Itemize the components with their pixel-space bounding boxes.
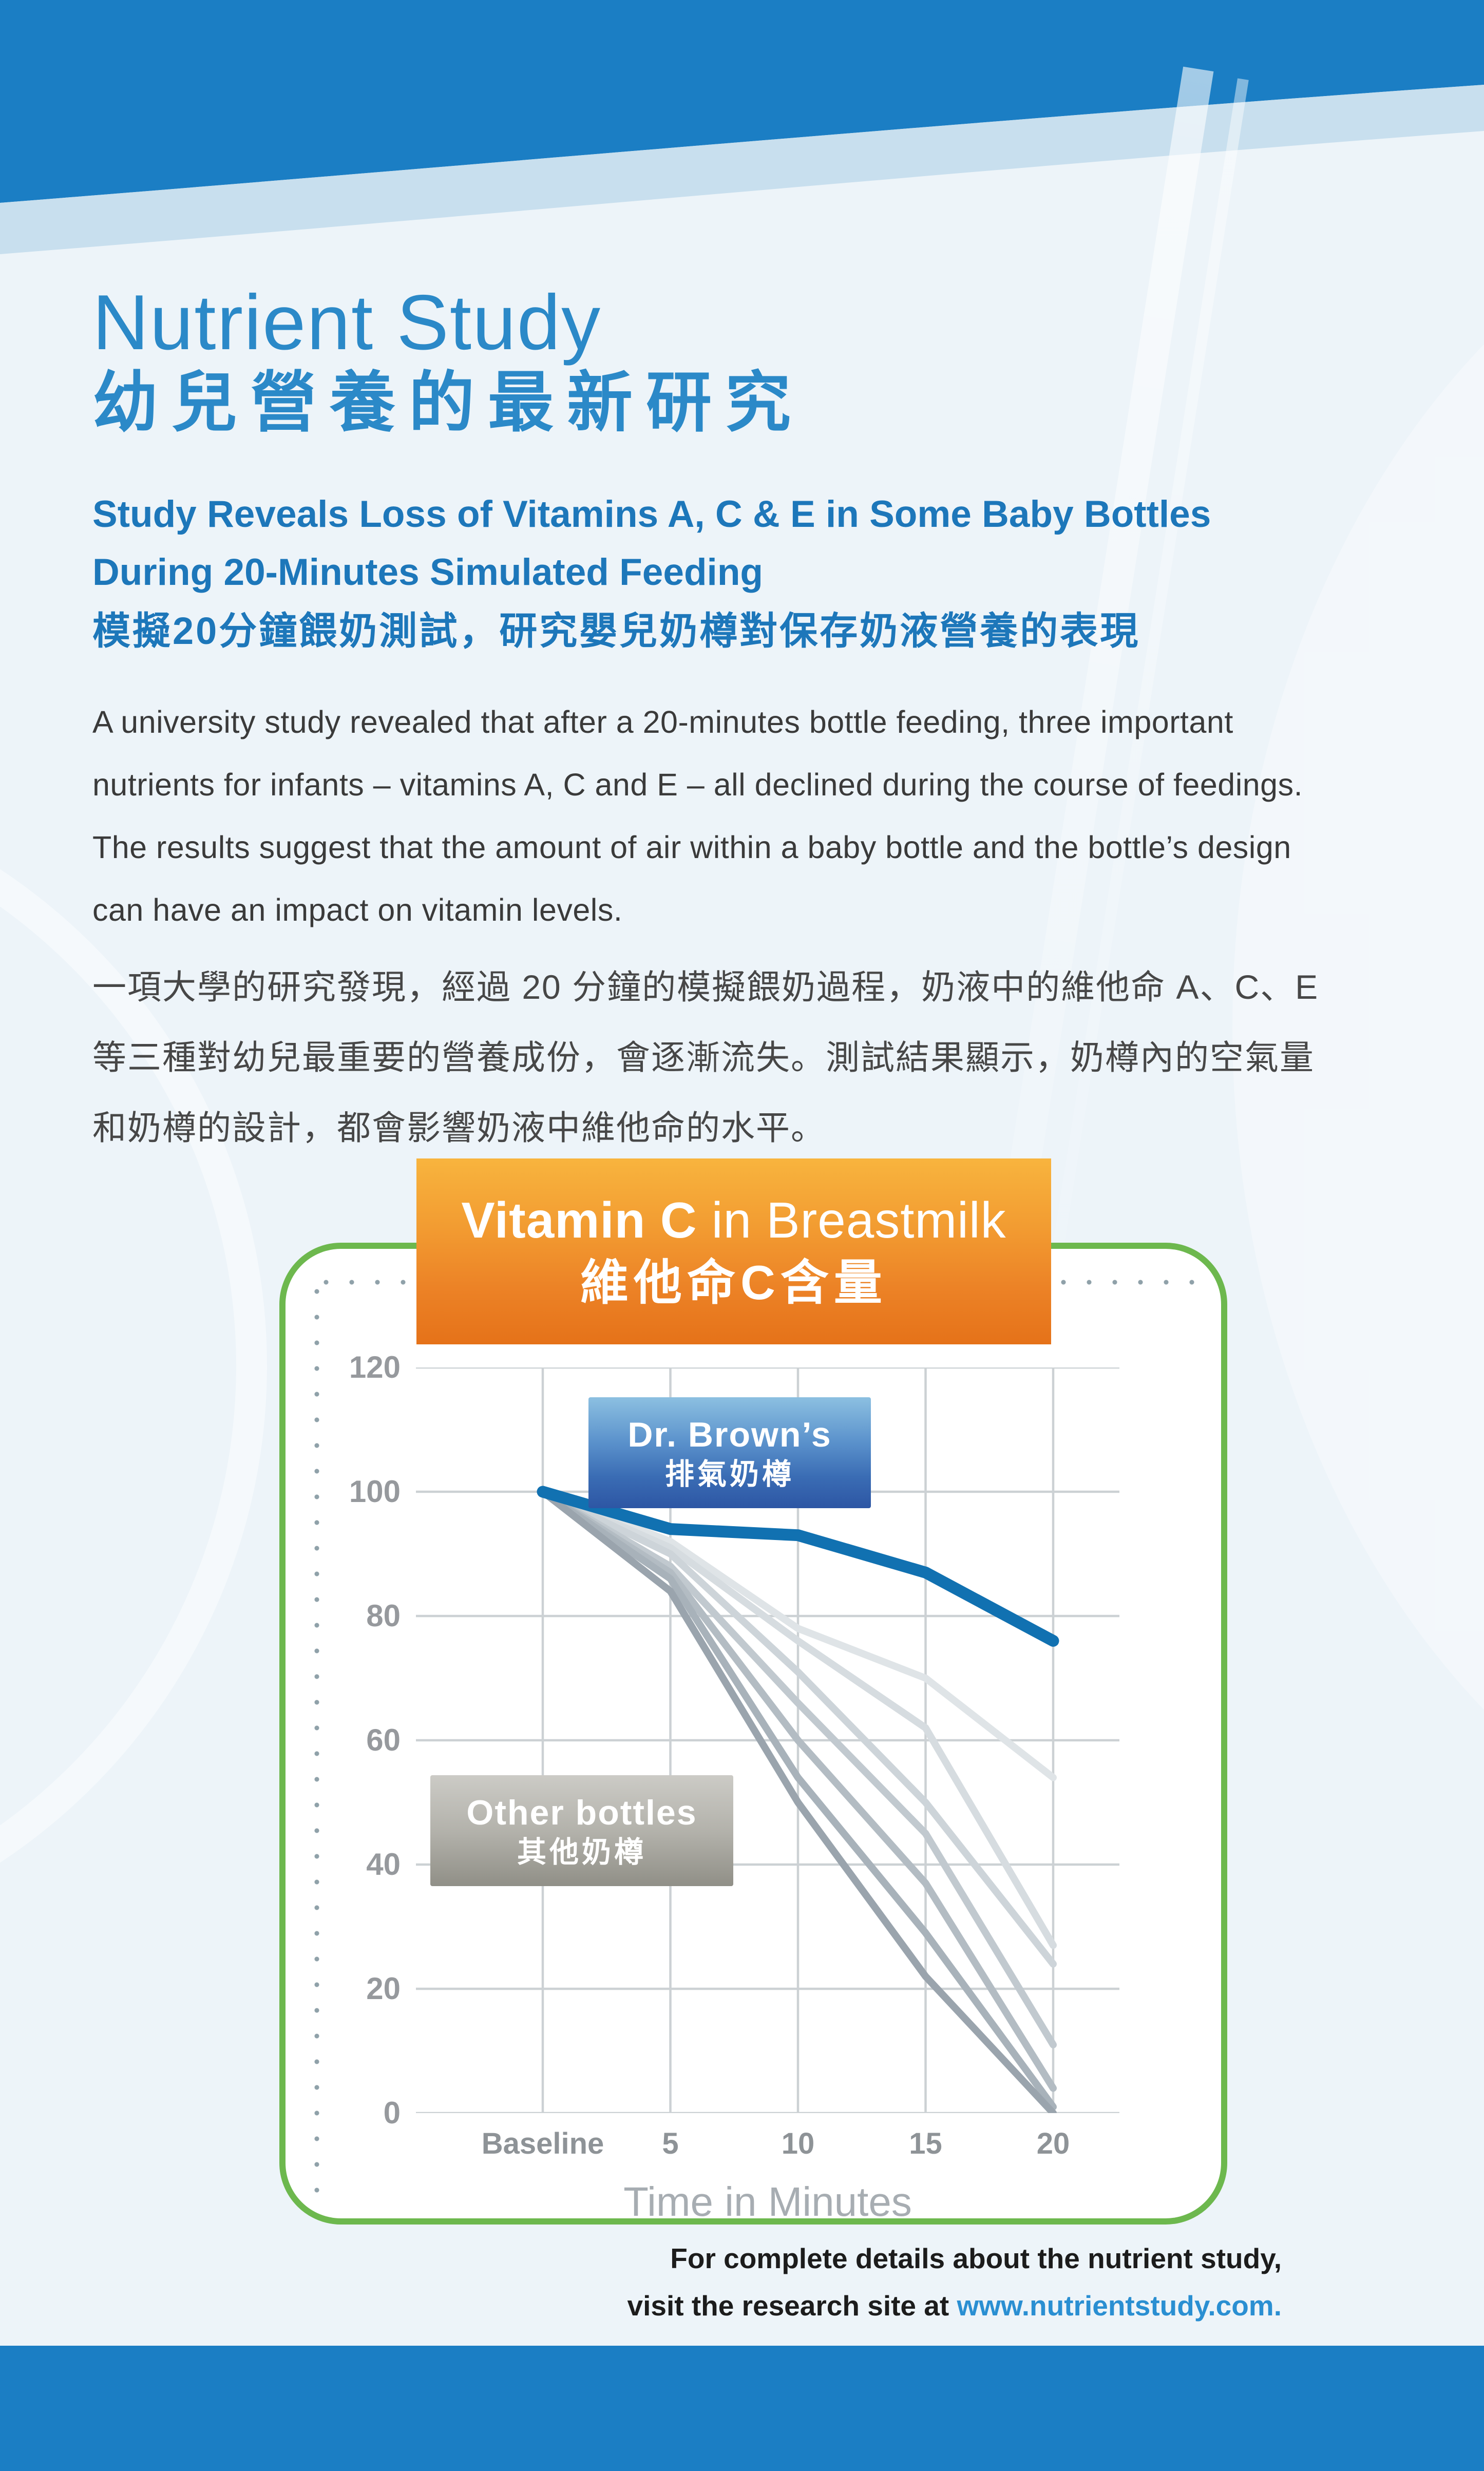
body-paragraph-en: A university study revealed that after a…: [92, 705, 1303, 927]
page-title-zh: 幼兒營養的最新研究: [92, 366, 805, 440]
chart-title-en-bold: Vitamin C: [461, 1192, 697, 1248]
y-tick-label: 80: [366, 1599, 401, 1633]
subtitle-zh: 模擬20分鐘餵奶測試，研究嬰兒奶樽對保存奶液營養的表現: [92, 610, 1140, 652]
other-bottles-label-zh: 其他奶樽: [517, 1836, 646, 1869]
y-tick-label: 20: [366, 1971, 401, 2006]
series-line: [539, 1488, 1057, 1968]
footer-line1: For complete details about the nutrient …: [670, 2242, 1282, 2274]
series-line: [539, 1488, 1057, 2113]
x-axis-title: Time in Minutes: [623, 2179, 912, 2225]
background-circle-arc: [0, 770, 267, 1962]
drbrowns-series-label: Dr. Brown’s 排氣奶樽: [588, 1397, 871, 1508]
dotted-border-top-left: [313, 1279, 422, 1286]
series-line: [537, 1486, 1059, 1647]
body-paragraph-zh: 一項大學的研究發現，經過 20 分鐘的模擬餵奶過程，奶液中的維他命 A、C、E …: [92, 968, 1319, 1147]
chart-panel: Dr. Brown’s 排氣奶樽 Other bottles 其他奶樽 Time…: [279, 1243, 1227, 2225]
subtitle-en: Study Reveals Loss of Vitamins A, C & E …: [92, 493, 1211, 593]
x-tick-label: 15: [909, 2127, 942, 2160]
dotted-border-top-right: [1051, 1279, 1203, 1286]
dotted-border-left: [313, 1279, 320, 2203]
y-tick-label: 120: [349, 1350, 401, 1384]
page-title: Nutrient Study: [92, 278, 602, 366]
x-tick-label: 20: [1036, 2127, 1070, 2160]
x-tick-label: 5: [662, 2127, 679, 2160]
footer-line2-prefix: visit the research site at: [627, 2290, 957, 2322]
other-bottles-series-label: Other bottles 其他奶樽: [430, 1775, 733, 1886]
research-site-link[interactable]: www.nutrientstudy.com.: [957, 2290, 1282, 2322]
footer-note: For complete details about the nutrient …: [627, 2235, 1282, 2329]
y-tick-label: 0: [383, 2096, 401, 2130]
y-tick-label: 40: [366, 1847, 401, 1881]
chart-title-en: Vitamin C in Breastmilk: [461, 1191, 1006, 1249]
x-tick-label: Baseline: [481, 2127, 604, 2160]
chart-title-en-rest: in Breastmilk: [697, 1192, 1006, 1248]
chart-canvas: [416, 1367, 1119, 2113]
series-line: [539, 1488, 1057, 1781]
drbrowns-label-zh: 排氣奶樽: [665, 1458, 794, 1491]
series-line: [539, 1488, 1057, 1949]
other-bottles-label-en: Other bottles: [466, 1793, 697, 1832]
plot-area: Dr. Brown’s 排氣奶樽 Other bottles 其他奶樽: [416, 1367, 1119, 2113]
drbrowns-label-en: Dr. Brown’s: [627, 1415, 832, 1454]
chart-title-banner: Vitamin C in Breastmilk 維他命C含量: [416, 1158, 1051, 1344]
x-tick-label: 10: [781, 2127, 815, 2160]
header-swoosh: [0, 0, 1484, 390]
series-line: [539, 1488, 1057, 2111]
y-tick-label: 100: [349, 1474, 401, 1509]
chart-title-zh: 維他命C含量: [580, 1256, 887, 1309]
bottom-bar: [0, 2346, 1484, 2471]
y-tick-label: 60: [366, 1723, 401, 1757]
